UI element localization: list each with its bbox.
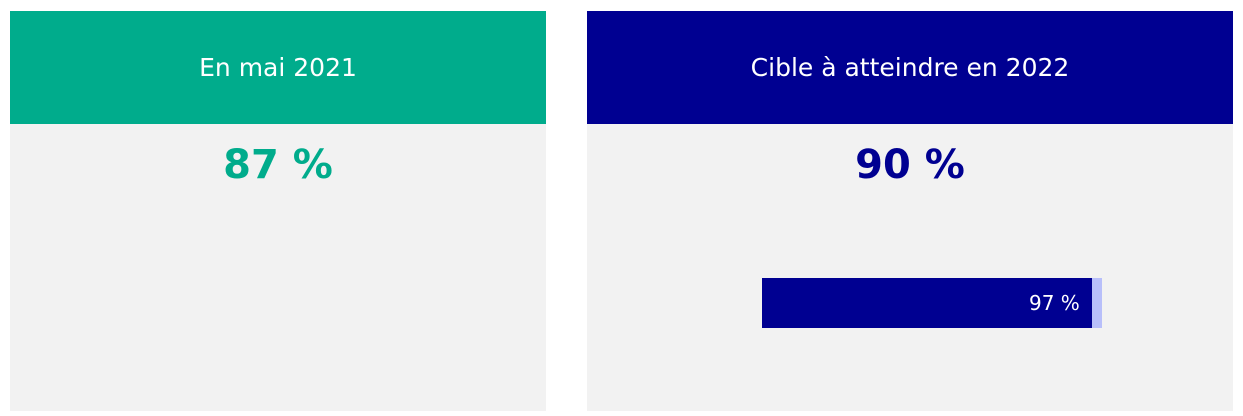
- progress-track: 97 %: [762, 278, 1102, 328]
- card-value: 90 %: [855, 142, 965, 188]
- progress-fill: 97 %: [762, 278, 1092, 328]
- progress-label: 97 %: [1028, 291, 1080, 315]
- card: Cible à atteindre en 2022 90 % 97 %: [587, 11, 1233, 411]
- card-header: Cible à atteindre en 2022: [587, 11, 1233, 124]
- card-header: En mai 2021: [10, 11, 546, 124]
- card: En mai 2021 87 %: [10, 11, 546, 411]
- card-value: 87 %: [223, 142, 333, 188]
